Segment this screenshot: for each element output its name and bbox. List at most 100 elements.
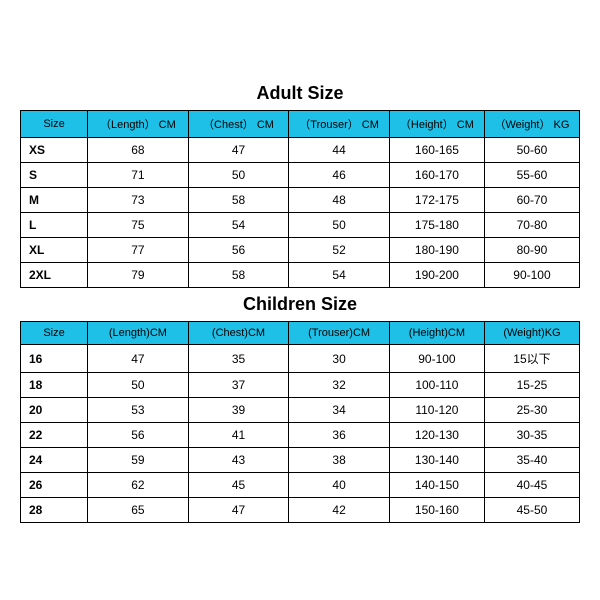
value-cell: 32 (289, 373, 390, 398)
value-cell: 50-60 (484, 138, 579, 163)
value-cell: 15以下 (484, 345, 579, 373)
children-table: Size(Length)CM(Chest)CM(Trouser)CM(Heigh… (20, 321, 580, 523)
value-cell: 73 (88, 188, 189, 213)
size-cell: 20 (21, 398, 88, 423)
size-cell: XS (21, 138, 88, 163)
table-row: 18503732100-11015-25 (21, 373, 580, 398)
table-row: 28654742150-16045-50 (21, 498, 580, 523)
adult-header-cell: Size (21, 111, 88, 138)
value-cell: 38 (289, 448, 390, 473)
value-cell: 120-130 (389, 423, 484, 448)
value-cell: 25-30 (484, 398, 579, 423)
size-cell: 18 (21, 373, 88, 398)
value-cell: 180-190 (389, 238, 484, 263)
size-cell: 2XL (21, 263, 88, 288)
value-cell: 37 (188, 373, 289, 398)
value-cell: 40 (289, 473, 390, 498)
value-cell: 80-90 (484, 238, 579, 263)
table-row: 22564136120-13030-35 (21, 423, 580, 448)
table-row: M735848172-17560-70 (21, 188, 580, 213)
value-cell: 50 (88, 373, 189, 398)
value-cell: 58 (188, 188, 289, 213)
value-cell: 47 (188, 498, 289, 523)
table-row: 26624540140-15040-45 (21, 473, 580, 498)
value-cell: 59 (88, 448, 189, 473)
adult-header-cell: （Chest） CM (188, 111, 289, 138)
value-cell: 52 (289, 238, 390, 263)
size-cell: 24 (21, 448, 88, 473)
value-cell: 79 (88, 263, 189, 288)
value-cell: 41 (188, 423, 289, 448)
value-cell: 54 (289, 263, 390, 288)
children-header-cell: (Height)CM (389, 322, 484, 345)
table-row: L755450175-18070-80 (21, 213, 580, 238)
value-cell: 172-175 (389, 188, 484, 213)
value-cell: 44 (289, 138, 390, 163)
table-row: 20533934110-12025-30 (21, 398, 580, 423)
size-cell: XL (21, 238, 88, 263)
value-cell: 77 (88, 238, 189, 263)
children-header-cell: Size (21, 322, 88, 345)
size-cell: 28 (21, 498, 88, 523)
value-cell: 54 (188, 213, 289, 238)
table-row: 2XL795854190-20090-100 (21, 263, 580, 288)
value-cell: 15-25 (484, 373, 579, 398)
value-cell: 50 (188, 163, 289, 188)
children-title: Children Size (20, 288, 580, 321)
adult-header-cell: （Length） CM (88, 111, 189, 138)
value-cell: 71 (88, 163, 189, 188)
size-cell: M (21, 188, 88, 213)
value-cell: 53 (88, 398, 189, 423)
value-cell: 42 (289, 498, 390, 523)
value-cell: 70-80 (484, 213, 579, 238)
size-cell: 26 (21, 473, 88, 498)
value-cell: 56 (88, 423, 189, 448)
children-header-cell: (Length)CM (88, 322, 189, 345)
adult-header-cell: （Height） CM (389, 111, 484, 138)
value-cell: 47 (88, 345, 189, 373)
value-cell: 45-50 (484, 498, 579, 523)
value-cell: 30 (289, 345, 390, 373)
adult-header-cell: （Weight） KG (484, 111, 579, 138)
size-cell: S (21, 163, 88, 188)
adult-title: Adult Size (20, 77, 580, 110)
value-cell: 55-60 (484, 163, 579, 188)
value-cell: 40-45 (484, 473, 579, 498)
value-cell: 60-70 (484, 188, 579, 213)
table-row: 24594338130-14035-40 (21, 448, 580, 473)
value-cell: 56 (188, 238, 289, 263)
adult-header-row: Size（Length） CM（Chest） CM（Trouser） CM（He… (21, 111, 580, 138)
value-cell: 68 (88, 138, 189, 163)
value-cell: 48 (289, 188, 390, 213)
size-chart-container: Adult Size Size（Length） CM（Chest） CM（Tro… (15, 67, 585, 533)
value-cell: 50 (289, 213, 390, 238)
value-cell: 65 (88, 498, 189, 523)
size-cell: 22 (21, 423, 88, 448)
value-cell: 190-200 (389, 263, 484, 288)
children-header-row: Size(Length)CM(Chest)CM(Trouser)CM(Heigh… (21, 322, 580, 345)
size-cell: L (21, 213, 88, 238)
size-cell: 16 (21, 345, 88, 373)
adult-table: Size（Length） CM（Chest） CM（Trouser） CM（He… (20, 110, 580, 288)
value-cell: 30-35 (484, 423, 579, 448)
table-row: XS684744160-16550-60 (21, 138, 580, 163)
value-cell: 45 (188, 473, 289, 498)
children-header-cell: (Weight)KG (484, 322, 579, 345)
value-cell: 140-150 (389, 473, 484, 498)
value-cell: 175-180 (389, 213, 484, 238)
value-cell: 36 (289, 423, 390, 448)
value-cell: 110-120 (389, 398, 484, 423)
value-cell: 160-170 (389, 163, 484, 188)
adult-body: XS684744160-16550-60S715046160-17055-60M… (21, 138, 580, 288)
value-cell: 39 (188, 398, 289, 423)
value-cell: 47 (188, 138, 289, 163)
children-header-cell: (Chest)CM (188, 322, 289, 345)
table-row: S715046160-17055-60 (21, 163, 580, 188)
value-cell: 34 (289, 398, 390, 423)
value-cell: 90-100 (484, 263, 579, 288)
value-cell: 43 (188, 448, 289, 473)
value-cell: 150-160 (389, 498, 484, 523)
value-cell: 35-40 (484, 448, 579, 473)
value-cell: 58 (188, 263, 289, 288)
value-cell: 46 (289, 163, 390, 188)
